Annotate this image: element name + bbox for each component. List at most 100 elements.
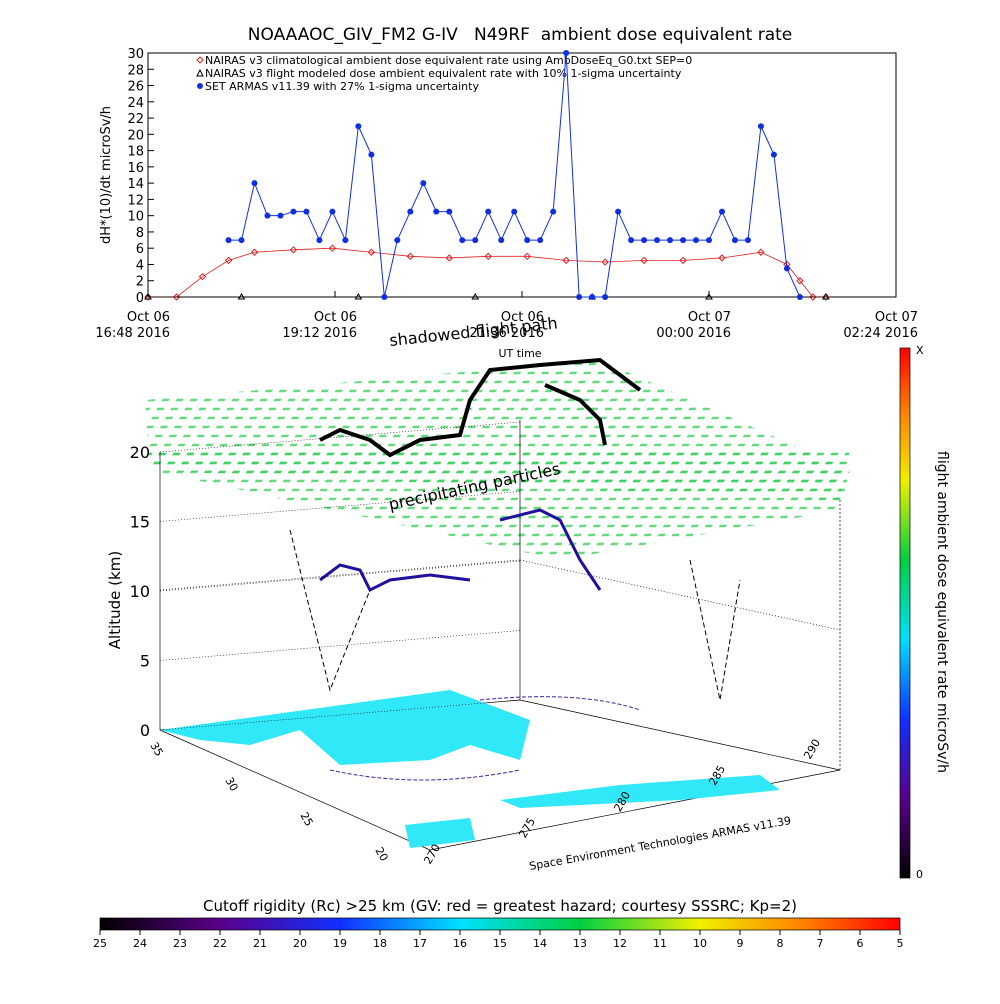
point xyxy=(485,208,492,215)
point xyxy=(679,256,687,265)
point xyxy=(693,237,700,244)
y-tick-label: 12 xyxy=(127,193,144,208)
rigidity-tick-label: 22 xyxy=(213,937,227,950)
point xyxy=(355,123,362,130)
rigidity-tick-label: 25 xyxy=(93,937,107,950)
rigidity-tick-label: 9 xyxy=(737,937,744,950)
point xyxy=(144,293,152,301)
point xyxy=(407,208,414,215)
point xyxy=(757,123,764,130)
z-tick-label: 15 xyxy=(130,513,150,532)
colorbar-bottom-label: 0 xyxy=(916,868,923,881)
rigidity-tick-label: 19 xyxy=(333,937,347,950)
x-tick-label: Oct 06 19:12 2016 xyxy=(282,310,357,341)
point xyxy=(264,212,271,219)
y-tick-label: 8 xyxy=(136,226,144,241)
x-axis-label: UT time xyxy=(498,347,541,360)
y-tick-label: 6 xyxy=(136,242,144,257)
point xyxy=(718,208,725,215)
point xyxy=(472,237,479,244)
point xyxy=(589,294,596,300)
rigidity-tick-label: 11 xyxy=(653,937,667,950)
point xyxy=(367,248,376,256)
point xyxy=(250,248,259,256)
rigidity-tick-label: 5 xyxy=(897,937,904,950)
lon-tick-label: 290 xyxy=(801,737,823,762)
lat-tick-label: 25 xyxy=(297,810,315,829)
point xyxy=(251,180,258,187)
land xyxy=(160,690,530,765)
point xyxy=(198,272,207,281)
rigidity-tick-label: 20 xyxy=(293,937,307,950)
point xyxy=(628,237,635,244)
z-tick xyxy=(159,421,521,453)
point xyxy=(524,237,531,244)
point xyxy=(757,248,765,256)
legend-entry: NAIRAS v3 climatological ambient dose eq… xyxy=(205,54,692,67)
point xyxy=(224,256,233,265)
point xyxy=(809,293,817,301)
point xyxy=(654,237,661,244)
y-tick-label: 4 xyxy=(136,258,144,273)
rigidity-tick-label: 21 xyxy=(253,937,267,950)
z-tick-label: 0 xyxy=(140,721,150,740)
y-tick-label: 2 xyxy=(136,275,144,290)
point xyxy=(602,294,609,300)
point xyxy=(640,256,648,265)
point xyxy=(225,237,232,244)
z-tick-label: 20 xyxy=(130,443,150,462)
point xyxy=(394,237,401,244)
rigidity-tick-label: 15 xyxy=(493,937,507,950)
colorbar-top-label: X xyxy=(916,344,924,357)
chart-title: NOAAAOC_GIV_FM2 G-IV N49RF ambient dose … xyxy=(248,25,792,45)
x-tick-label: Oct 07 02:24 2016 xyxy=(843,310,918,341)
point xyxy=(303,208,310,215)
x-tick-label: Oct 06 16:48 2016 xyxy=(95,310,170,341)
series-line xyxy=(148,247,826,298)
lat-tick-label: 30 xyxy=(222,775,240,794)
legend-marker xyxy=(196,56,204,64)
y-tick-label: 24 xyxy=(127,96,144,111)
rigidity-tick-label: 18 xyxy=(373,937,387,950)
legend-marker xyxy=(196,68,204,77)
point xyxy=(277,212,284,219)
rigidity-tick-label: 17 xyxy=(413,937,427,950)
legend-marker xyxy=(197,83,203,89)
point xyxy=(316,237,323,244)
z-axis-label: Altitude (km) xyxy=(106,551,124,649)
rigidity-tick-label: 7 xyxy=(817,937,824,950)
legend-entry: SET ARMAS v11.39 with 27% 1-sigma uncert… xyxy=(205,80,479,93)
point xyxy=(289,246,298,254)
rigidity-tick-label: 23 xyxy=(173,937,187,950)
point xyxy=(550,208,557,215)
y-tick-label: 18 xyxy=(127,145,144,160)
point xyxy=(172,293,181,301)
point xyxy=(641,237,648,244)
y-tick-label: 16 xyxy=(127,161,144,176)
point xyxy=(796,277,804,285)
point xyxy=(796,294,803,300)
point xyxy=(706,237,712,244)
z-tick xyxy=(159,560,521,592)
point xyxy=(144,293,152,300)
point xyxy=(718,254,726,262)
z-tick xyxy=(159,630,521,661)
land xyxy=(500,775,780,808)
point xyxy=(445,254,453,262)
point xyxy=(471,293,480,300)
z-tick xyxy=(159,699,521,731)
x-tick-label: Oct 07 00:00 2016 xyxy=(656,310,731,341)
point xyxy=(563,50,570,56)
point xyxy=(562,256,570,265)
rigidity-tick-label: 10 xyxy=(693,937,707,950)
point xyxy=(601,258,609,266)
x-tick-label: Oct 06 21:36 2016 xyxy=(469,310,544,341)
point xyxy=(342,237,349,244)
point xyxy=(406,252,415,261)
lon-tick-label: 275 xyxy=(516,816,538,841)
point xyxy=(459,237,466,244)
point xyxy=(484,252,492,261)
land xyxy=(405,818,475,848)
rigidity-bar xyxy=(99,917,901,931)
